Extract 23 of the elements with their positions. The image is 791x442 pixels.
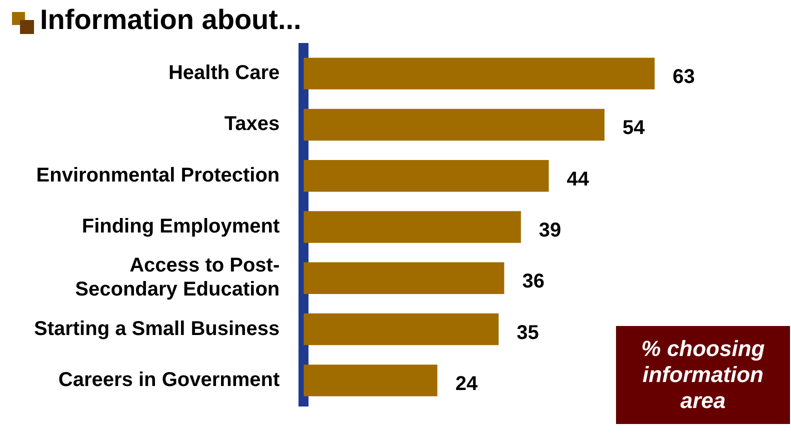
- y-tick-label: Careers in Government: [58, 368, 280, 391]
- data-label: 54: [622, 117, 646, 140]
- bar: [304, 262, 504, 294]
- y-tick-label: Taxes: [224, 113, 280, 136]
- data-label: 36: [522, 270, 544, 293]
- y-tick-label: Finding Employment: [82, 216, 280, 238]
- annotation: % choosing information area: [616, 326, 790, 424]
- y-tick-label: Health Care: [168, 62, 280, 84]
- bar: [304, 313, 499, 346]
- data-label: 24: [455, 372, 478, 395]
- data-label: 63: [672, 66, 695, 88]
- y-tick-label: Access to Post-Secondary Education: [75, 254, 280, 301]
- bar: [304, 108, 604, 141]
- y-tick-label: Environmental Protection: [36, 164, 280, 186]
- bar: [304, 58, 655, 90]
- data-label: 35: [516, 322, 539, 344]
- data-label: 39: [538, 220, 562, 242]
- chart-title: Information about...: [40, 4, 302, 36]
- bar: [304, 160, 549, 192]
- bar: [304, 211, 521, 243]
- data-label: 44: [566, 168, 590, 190]
- bar: [304, 364, 438, 396]
- y-tick-label: Starting a Small Business: [34, 318, 280, 340]
